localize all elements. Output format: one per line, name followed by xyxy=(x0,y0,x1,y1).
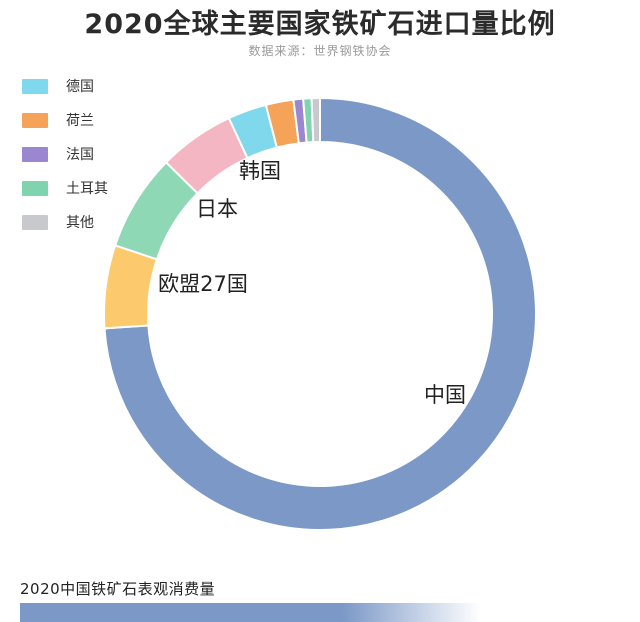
slice-label: 韩国 xyxy=(239,159,281,183)
legend-label: 法国 xyxy=(66,147,94,163)
legend-swatch xyxy=(22,78,48,94)
legend-swatch xyxy=(22,146,48,162)
slice-label: 日本 xyxy=(196,197,238,221)
donut-slice xyxy=(310,96,321,144)
legend-item: 其他 xyxy=(22,212,108,232)
footer-title: 2020中国铁矿石表观消费量 xyxy=(20,580,216,598)
donut-slices xyxy=(103,96,537,531)
legend-label: 德国 xyxy=(66,79,94,95)
legend-swatch xyxy=(22,214,48,230)
legend-label: 荷兰 xyxy=(66,113,94,129)
legend-swatch xyxy=(22,180,48,196)
footer-bar xyxy=(20,603,480,622)
legend-label: 其他 xyxy=(66,215,94,231)
legend: 德国 荷兰 法国 土耳其 其他 xyxy=(22,76,108,246)
chart-title: 2020全球主要国家铁矿石进口量比例 xyxy=(84,9,556,40)
slice-label: 中国 xyxy=(424,383,466,407)
legend-item: 土耳其 xyxy=(22,178,108,198)
legend-item: 德国 xyxy=(22,76,108,96)
donut-slice xyxy=(103,244,159,330)
slice-label: 欧盟27国 xyxy=(158,272,248,296)
legend-swatch xyxy=(22,112,48,128)
chart-subtitle: 数据来源：世界钢铁协会 xyxy=(248,44,392,58)
legend-item: 法国 xyxy=(22,144,108,164)
donut-slice xyxy=(103,96,537,531)
legend-item: 荷兰 xyxy=(22,110,108,130)
legend-label: 土耳其 xyxy=(66,181,108,197)
